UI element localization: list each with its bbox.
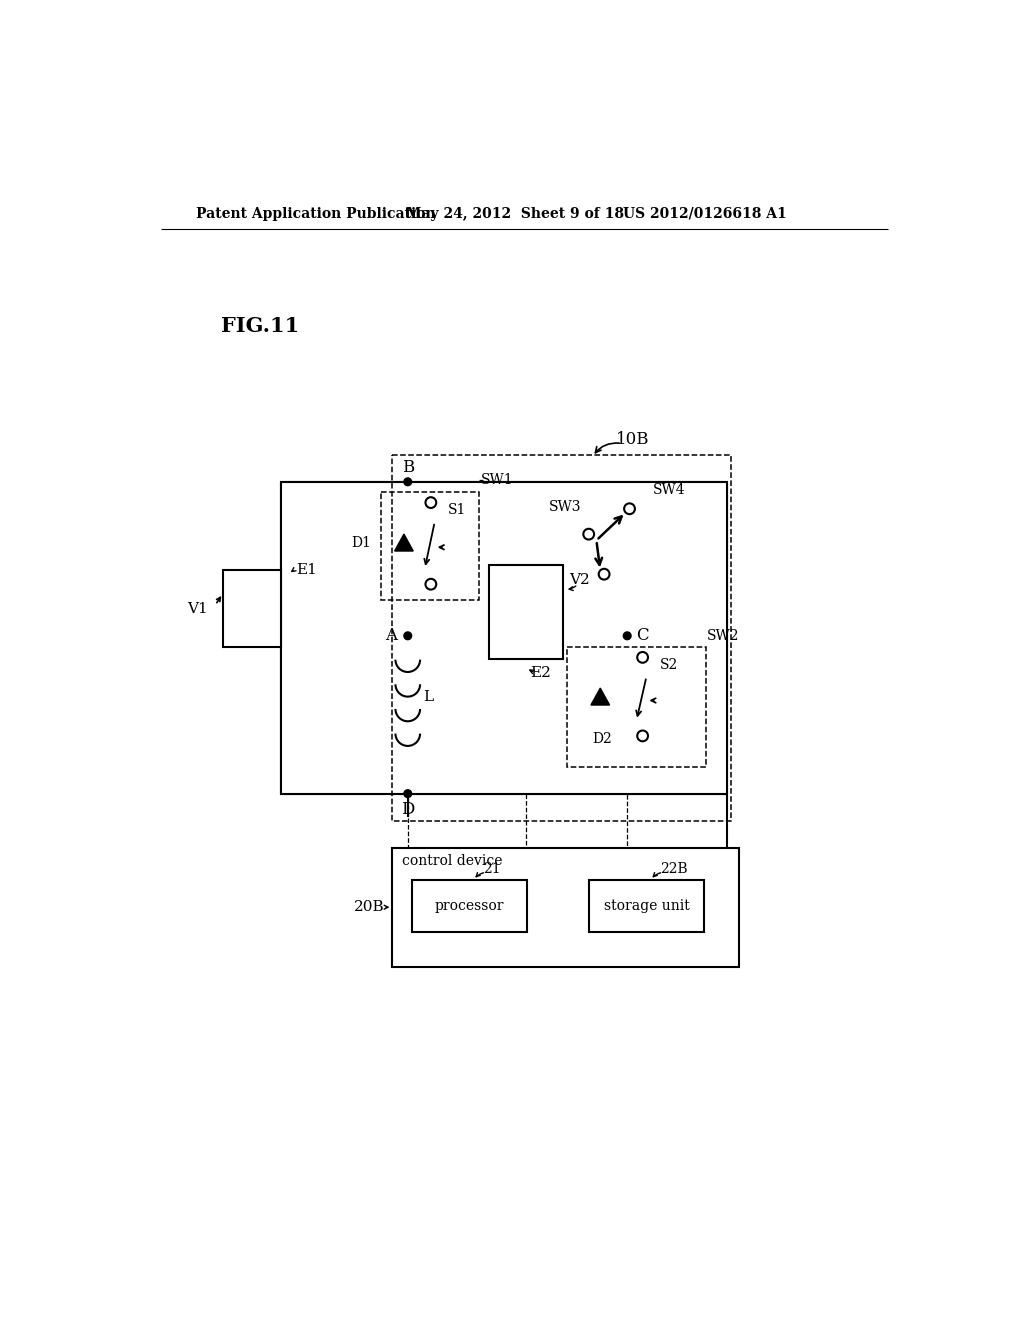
Text: A: A: [385, 627, 397, 644]
Circle shape: [425, 578, 436, 590]
Text: L: L: [423, 689, 433, 704]
Text: SW4: SW4: [652, 483, 685, 496]
Text: SW3: SW3: [549, 500, 581, 515]
Text: May 24, 2012  Sheet 9 of 18: May 24, 2012 Sheet 9 of 18: [407, 207, 625, 220]
Bar: [381, 492, 479, 599]
Bar: [567, 647, 706, 767]
Text: 22B: 22B: [660, 862, 688, 876]
Circle shape: [403, 632, 412, 640]
Text: SW1: SW1: [481, 474, 513, 487]
Text: E2: E2: [529, 665, 551, 680]
Polygon shape: [394, 535, 414, 550]
Circle shape: [584, 529, 594, 540]
Text: E1: E1: [296, 564, 317, 577]
Text: processor: processor: [434, 899, 504, 913]
Text: 10B: 10B: [615, 430, 649, 447]
Bar: [223, 570, 281, 647]
Text: D1: D1: [351, 536, 372, 550]
Circle shape: [403, 789, 412, 797]
Text: FIG.11: FIG.11: [221, 317, 300, 337]
Text: B: B: [401, 459, 414, 477]
Text: storage unit: storage unit: [603, 899, 689, 913]
Bar: [392, 847, 739, 966]
Circle shape: [425, 498, 436, 508]
Text: D: D: [401, 800, 415, 817]
Text: C: C: [636, 627, 649, 644]
Text: V1: V1: [186, 602, 208, 616]
Circle shape: [637, 730, 648, 742]
Text: S2: S2: [659, 659, 678, 672]
Polygon shape: [591, 688, 609, 705]
Bar: [281, 482, 727, 793]
Text: S1: S1: [447, 503, 466, 517]
Circle shape: [403, 478, 412, 486]
Text: Patent Application Publication: Patent Application Publication: [196, 207, 435, 220]
Bar: [392, 455, 731, 821]
Text: control device: control device: [401, 854, 502, 869]
Text: V2: V2: [568, 573, 590, 587]
Bar: [589, 880, 705, 932]
Circle shape: [624, 632, 631, 640]
Bar: [412, 880, 527, 932]
Text: 21: 21: [483, 862, 501, 876]
Text: SW2: SW2: [708, 628, 739, 643]
Text: US 2012/0126618 A1: US 2012/0126618 A1: [624, 207, 787, 220]
Text: D2: D2: [592, 733, 611, 746]
Bar: [489, 565, 562, 659]
Circle shape: [637, 652, 648, 663]
Circle shape: [625, 503, 635, 513]
Text: 20B: 20B: [354, 900, 385, 915]
Circle shape: [599, 569, 609, 579]
